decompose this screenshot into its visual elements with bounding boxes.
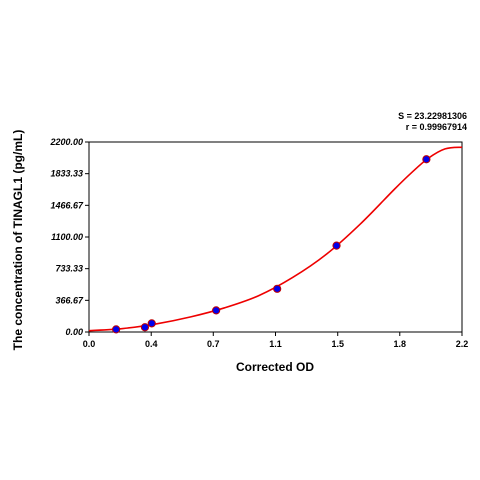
y-axis-title: The concentration of TINAGL1 (pg/mL) (11, 130, 25, 351)
data-points-layer (112, 155, 431, 334)
fitted-curve-layer (88, 146, 463, 332)
x-axis-ticks: 0.0 0.4 0.7 1.1 1.5 1.8 2.2 (83, 332, 469, 349)
data-point (140, 323, 150, 332)
fitted-curve (88, 146, 463, 332)
x-tick-label: 0.4 (145, 339, 158, 349)
stat-r: r = 0.99967914 (406, 122, 467, 132)
y-tick-label: 1833.33 (50, 169, 83, 179)
plot-frame (88, 141, 463, 333)
y-tick-label: 2200.00 (49, 137, 83, 147)
x-axis-title: Corrected OD (236, 360, 314, 374)
y-axis-ticks: 0.00 366.67 733.33 1100.00 1466.67 1833.33 220… (49, 137, 89, 337)
data-point (212, 306, 221, 315)
y-tick-label: 733.33 (55, 264, 83, 274)
stat-s: S = 23.22981306 (398, 111, 467, 121)
data-point (147, 319, 156, 328)
y-tick-label: 366.67 (55, 295, 84, 305)
x-tick-label: 2.2 (456, 339, 469, 349)
x-tick-label: 1.8 (394, 339, 407, 349)
y-tick-label: 0.00 (65, 327, 83, 337)
data-point (273, 284, 282, 293)
x-tick-label: 0.7 (207, 339, 220, 349)
y-tick-label: 1466.67 (50, 200, 84, 210)
data-point (422, 155, 431, 164)
x-tick-label: 1.5 (331, 339, 344, 349)
data-point (112, 325, 121, 334)
y-tick-label: 1100.00 (51, 232, 83, 242)
plot-area-border (88, 141, 463, 333)
x-tick-label: 0.0 (83, 339, 96, 349)
data-point (332, 241, 341, 250)
x-tick-label: 1.1 (269, 339, 282, 349)
